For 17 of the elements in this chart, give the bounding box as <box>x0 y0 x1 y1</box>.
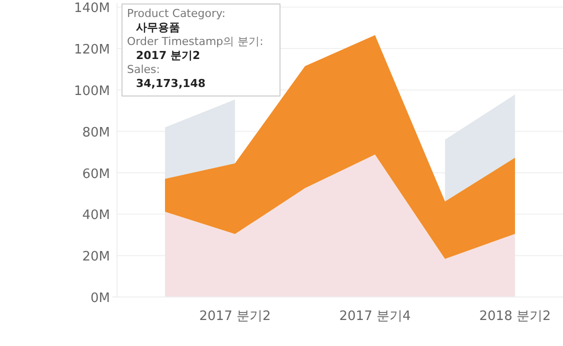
y-tick-label: 20M <box>82 250 110 265</box>
annotation: Order Timestamp의 분기: <box>127 35 264 48</box>
annotation: Product Category: <box>127 7 226 20</box>
x-tick-label: 2018 분기2 <box>479 309 551 324</box>
y-tick-label: 140M <box>74 1 110 16</box>
annotation: 사무용품 <box>136 21 180 34</box>
x-tick-label: 2017 분기2 <box>199 309 271 324</box>
y-tick-label: 60M <box>82 166 110 182</box>
annotation: 2017 분기2 <box>136 49 200 62</box>
y-tick-label: 80M <box>82 125 110 140</box>
annotation: 34,173,148 <box>136 77 206 90</box>
annotation: Sales: <box>127 63 160 76</box>
y-tick-label: 40M <box>82 208 110 224</box>
x-tick-label: 2017 분기4 <box>339 309 411 324</box>
y-tick-label: 0M <box>90 291 110 306</box>
y-tick-label: 120M <box>74 42 110 58</box>
y-tick-label: 100M <box>74 84 110 99</box>
